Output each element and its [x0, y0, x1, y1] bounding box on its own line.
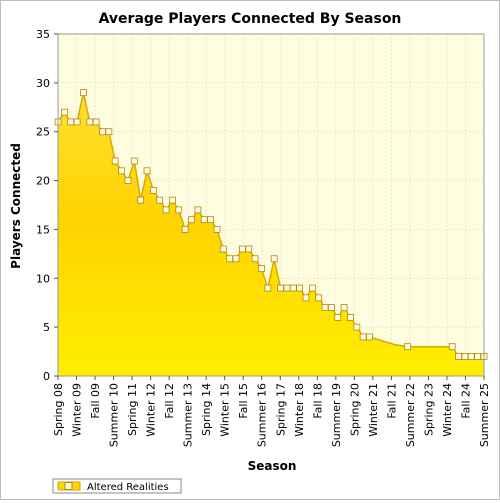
x-tick-label: Fall 15 [237, 383, 250, 419]
data-point [169, 196, 176, 204]
data-point [296, 284, 304, 292]
data-point [455, 353, 462, 360]
x-tick-label: Spring 23 [422, 383, 435, 436]
data-point [308, 284, 316, 292]
data-point [461, 353, 469, 360]
data-point [137, 196, 145, 204]
data-point [130, 157, 138, 165]
data-point [467, 353, 475, 360]
data-point [474, 353, 482, 360]
data-point [73, 118, 81, 126]
data-point [264, 284, 272, 292]
data-point [251, 255, 259, 263]
data-point [334, 313, 342, 321]
data-point [226, 255, 234, 263]
x-tick-label: Winter 24 [441, 383, 454, 437]
x-tick-label: Spring 11 [126, 383, 139, 436]
data-point [213, 226, 221, 233]
data-point [99, 128, 106, 136]
data-point [245, 245, 253, 253]
y-tick-label: 10 [36, 272, 50, 285]
x-tick-label: Fall 21 [385, 383, 398, 419]
x-tick-label: Summer 13 [182, 383, 195, 447]
data-point [118, 167, 125, 175]
data-point [156, 196, 164, 204]
data-point [347, 313, 354, 321]
plot-area: 0 5 10 15 20 25 30 35 Spring 08 Winter 09 Fall 09 S… [36, 28, 491, 447]
data-point [270, 255, 278, 263]
data-point [219, 245, 227, 253]
x-tick-label: Fall 12 [163, 383, 176, 419]
legend-label: Altered Realities [87, 482, 169, 493]
data-point [277, 284, 284, 292]
x-tick-label: Fall 18 [311, 383, 324, 419]
legend-box [52, 478, 182, 494]
legend: Altered Realities [52, 478, 182, 494]
y-axis-label: Players Connected [9, 143, 23, 269]
data-point [149, 186, 157, 194]
data-point [92, 118, 100, 126]
x-tick-label: Summer 22 [404, 383, 417, 447]
data-point [188, 216, 195, 224]
data-point [124, 177, 132, 184]
data-point [366, 333, 373, 341]
y-tick-label: 35 [36, 28, 50, 41]
data-point [302, 294, 310, 302]
x-tick-label: Winter 18 [293, 383, 306, 437]
data-point [111, 157, 119, 165]
data-point [359, 333, 367, 341]
data-point [404, 343, 412, 351]
x-tick-label: Spring 14 [200, 383, 213, 436]
data-point [200, 216, 208, 224]
x-tick-label: Winter 12 [145, 383, 158, 437]
y-tick-label: 0 [43, 370, 50, 383]
data-point [194, 206, 202, 214]
data-point [162, 206, 170, 214]
data-point [105, 128, 113, 136]
data-point [181, 226, 189, 233]
x-tick-label: Spring 17 [274, 383, 287, 436]
y-tick-label: 20 [36, 175, 50, 188]
data-point [60, 108, 68, 116]
data-point [80, 89, 87, 97]
data-point [340, 304, 348, 312]
x-tick-label: Winter 15 [219, 383, 232, 437]
data-point [175, 206, 183, 214]
data-point [86, 118, 94, 126]
y-tick-label: 5 [43, 321, 50, 334]
x-tick-label: Winter 21 [367, 383, 380, 437]
data-point [238, 245, 246, 253]
data-point [67, 118, 75, 126]
data-point [283, 284, 291, 292]
x-tick-label: Fall 24 [459, 383, 472, 419]
y-tick-label: 15 [36, 223, 50, 236]
data-point [448, 343, 456, 351]
data-point [353, 323, 361, 331]
data-point [143, 167, 151, 175]
data-point [315, 294, 323, 302]
x-tick-label: Fall 09 [89, 383, 102, 419]
y-tick-label: 25 [36, 126, 50, 139]
x-tick-label: Summer 25 [478, 383, 491, 447]
legend-marker [64, 482, 73, 490]
data-point [232, 255, 240, 263]
data-point [321, 304, 329, 312]
data-point [207, 216, 214, 224]
data-point [289, 284, 297, 292]
data-point [328, 304, 335, 312]
x-axis-label: Season [248, 459, 297, 473]
x-tick-label: Summer 16 [256, 383, 269, 447]
x-tick-label: Summer 10 [108, 383, 121, 447]
y-tick-label: 30 [36, 77, 50, 90]
data-point [258, 265, 265, 272]
series-area [58, 92, 484, 376]
x-tick-label: Winter 09 [71, 383, 84, 437]
plot-border [57, 33, 485, 377]
chart-title: Average Players Connected By Season [99, 11, 402, 27]
x-tick-label: Spring 20 [348, 383, 361, 436]
x-tick-label: Spring 08 [52, 383, 65, 436]
x-tick-label: Summer 19 [330, 383, 343, 447]
